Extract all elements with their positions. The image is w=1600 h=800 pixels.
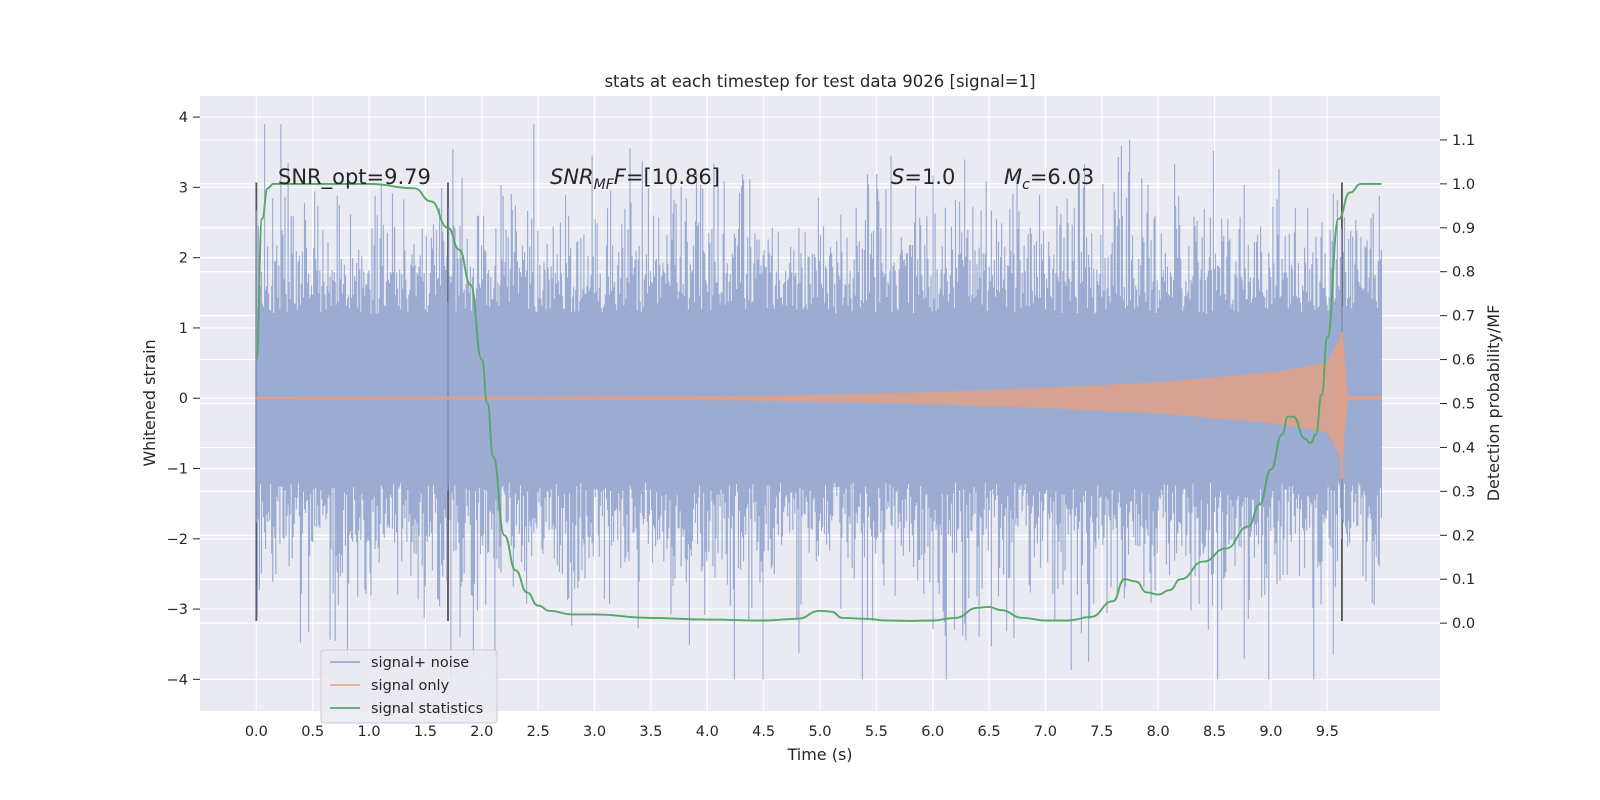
s-value: =1.0 (904, 165, 955, 189)
y-right-tick-label: 0.0 (1452, 616, 1475, 632)
y-tick-label: 1 (179, 321, 188, 337)
x-tick-label: 4.5 (752, 724, 775, 740)
x-tick-label: 5.0 (808, 724, 831, 740)
y-tick-label: −2 (167, 532, 188, 548)
x-tick-label: 0.0 (245, 724, 268, 740)
x-tick-label: 9.0 (1259, 724, 1282, 740)
y-tick-label: −4 (167, 672, 188, 688)
snr-mf-annotation: SNRMFF=[10.86] (550, 165, 720, 193)
x-tick-label: 8.0 (1147, 724, 1170, 740)
tick-labels: 0.0 0.5 1.0 1.5 2.0 2.5 3.0 3.5 4.0 4.5 5.0 5.5 6.0 6… (167, 110, 1475, 740)
snr-opt-annotation: SNR_opt=9.79 (278, 165, 431, 190)
x-tick-label: 6.0 (921, 724, 944, 740)
snr-mf-value: =[10.86] (626, 165, 720, 189)
signal-statistics-series (255, 182, 1382, 622)
signal-statistics-line (255, 182, 1382, 622)
y-axis-right-label: Detection probability/MF (1484, 305, 1503, 502)
y-axis-label: Whitened strain (140, 339, 159, 466)
y-right-tick-label: 0.9 (1452, 221, 1475, 237)
x-tick-label: 9.5 (1316, 724, 1339, 740)
y-tick-label: 3 (179, 180, 188, 196)
legend-label-signal-noise: signal+ noise (371, 655, 469, 671)
signal-only-series (255, 331, 1382, 480)
x-tick-label: 7.0 (1034, 724, 1057, 740)
s-annotation: S=1.0 (891, 165, 955, 189)
x-tick-label: 3.0 (583, 724, 606, 740)
mc-value: =6.03 (1030, 165, 1094, 189)
y-right-tick-label: 0.6 (1452, 353, 1475, 369)
y-tick-label: 2 (179, 251, 188, 267)
legend-label-signal-statistics: signal statistics (371, 701, 483, 717)
y-right-tick-label: 1.1 (1452, 133, 1475, 149)
x-tick-label: 3.5 (639, 724, 662, 740)
signal-only-line (255, 335, 1382, 458)
y-right-tick-label: 0.1 (1452, 572, 1475, 588)
mc-annotation: Mc=6.03 (1004, 165, 1094, 193)
x-tick-label: 7.5 (1090, 724, 1113, 740)
y-tick-label: 4 (179, 110, 188, 126)
x-tick-label: 2.0 (470, 724, 493, 740)
x-tick-label: 5.5 (865, 724, 888, 740)
y-right-tick-label: 0.5 (1452, 397, 1475, 413)
x-axis-label: Time (s) (786, 745, 852, 764)
x-tick-label: 0.5 (301, 724, 324, 740)
y-right-tick-label: 1.0 (1452, 177, 1475, 193)
x-tick-label: 2.5 (527, 724, 550, 740)
x-tick-label: 1.0 (358, 724, 381, 740)
y-right-tick-label: 0.3 (1452, 484, 1475, 500)
legend-box (320, 649, 498, 724)
y-right-tick-label: 0.8 (1452, 265, 1475, 281)
x-tick-label: 6.5 (978, 724, 1001, 740)
y-tick-label: −3 (167, 602, 188, 618)
x-tick-label: 1.5 (414, 724, 437, 740)
y-tick-label: 0 (179, 391, 188, 407)
y-tick-label: −1 (167, 462, 188, 478)
legend: signal+ noise signal only signal statist… (320, 649, 498, 724)
x-tick-label: 4.0 (696, 724, 719, 740)
y-right-tick-label: 0.7 (1452, 309, 1475, 325)
chart-title: stats at each timestep for test data 902… (604, 72, 1035, 91)
y-right-tick-label: 0.4 (1452, 440, 1475, 456)
y-right-tick-label: 0.2 (1452, 528, 1475, 544)
x-tick-label: 8.5 (1203, 724, 1226, 740)
legend-label-signal-only: signal only (371, 678, 450, 694)
